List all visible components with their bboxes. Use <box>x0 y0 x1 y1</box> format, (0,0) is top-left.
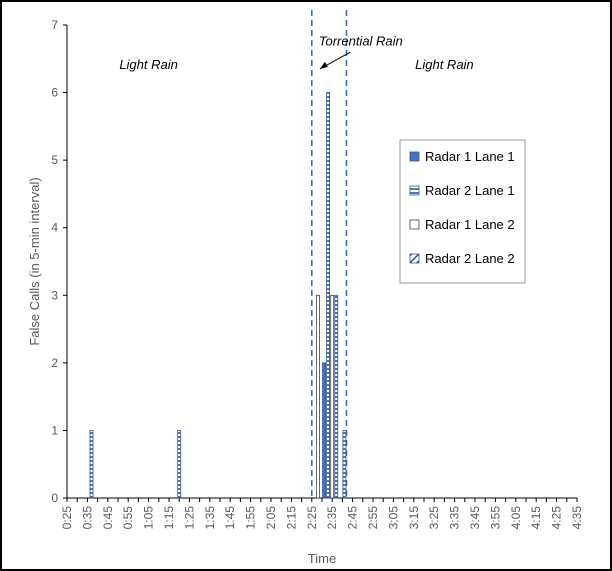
axes: 0 1 2 3 4 5 6 7 0:25 0:35 0:45 0:55 1:05 1:15 1:25 1:35… <box>27 18 584 566</box>
bar-series-2 <box>326 92 331 499</box>
x-tick-label: 4:15 <box>529 506 543 530</box>
x-tick-label: 0:55 <box>121 506 135 530</box>
y-tick-label: 1 <box>51 423 58 437</box>
x-tick-label: 2:45 <box>346 506 360 530</box>
bar-series-1 <box>322 362 326 499</box>
event-lines <box>310 10 348 498</box>
annotation-label: Light Rain <box>415 57 474 72</box>
y-tick-label: 7 <box>51 18 58 32</box>
legend-swatch <box>409 253 420 264</box>
bar-series-2 <box>342 430 347 499</box>
annotation-label: Torrential Rain <box>319 33 403 48</box>
annotations: Light Rain Torrential Rain Light Rain <box>119 33 473 72</box>
y-tick-label: 5 <box>51 153 58 167</box>
bar-series-3 <box>330 294 335 499</box>
y-tick-label: 6 <box>51 86 58 100</box>
y-tick-label: 0 <box>51 491 58 505</box>
x-tick-label: 0:25 <box>60 506 74 530</box>
x-tick-label: 1:05 <box>142 506 156 530</box>
x-tick-label: 4:35 <box>570 506 584 530</box>
legend-label: Radar 2 Lane 1 <box>425 183 515 198</box>
y-tick-label: 2 <box>51 356 58 370</box>
y-tick-label: 3 <box>51 288 58 302</box>
x-tick-label: 3:05 <box>386 506 400 530</box>
x-tick-label: 3:25 <box>427 506 441 530</box>
x-tick-label: 2:15 <box>284 506 298 530</box>
legend-label: Radar 2 Lane 2 <box>425 251 515 266</box>
x-tick-label: 1:15 <box>162 506 176 530</box>
legend-swatch <box>409 185 420 196</box>
legend: Radar 1 Lane 1 Radar 2 Lane 1 Radar 1 Lane… <box>399 139 526 284</box>
x-tick-label: 4:05 <box>509 506 523 530</box>
legend-label: Radar 1 Lane 1 <box>425 149 515 164</box>
bars <box>89 92 347 499</box>
x-tick-label: 2:35 <box>325 506 339 530</box>
x-tick-label: 0:35 <box>80 506 94 530</box>
x-tick-label: 3:45 <box>468 506 482 530</box>
legend-box <box>399 139 526 284</box>
x-tick-label: 1:25 <box>182 506 196 530</box>
annotation-arrowhead <box>319 61 328 69</box>
x-tick-label: 2:25 <box>305 506 319 530</box>
legend-label: Radar 1 Lane 2 <box>425 217 515 232</box>
x-tick-label: 1:55 <box>244 506 258 530</box>
y-axis-title: False Calls (in 5-min interval) <box>27 177 42 345</box>
x-tick-label: 2:55 <box>366 506 380 530</box>
annotation-label: Light Rain <box>119 57 178 72</box>
x-tick-label: 4:25 <box>550 506 564 530</box>
bar-series-3 <box>316 294 320 499</box>
bar-series-2 <box>89 430 94 499</box>
bar-series-2 <box>334 294 339 499</box>
x-axis-title: Time <box>308 551 336 566</box>
x-tick-label: 3:35 <box>448 506 462 530</box>
x-tick-label: 3:15 <box>407 506 421 530</box>
x-tick-label: 0:45 <box>101 506 115 530</box>
x-tick-label: 1:35 <box>203 506 217 530</box>
x-tick-label: 1:45 <box>223 506 237 530</box>
bar-series-2 <box>177 430 182 499</box>
y-tick-label: 4 <box>51 221 58 235</box>
legend-swatch <box>409 219 420 230</box>
x-tick-label: 3:55 <box>488 506 502 530</box>
legend-swatch <box>409 151 420 162</box>
x-tick-label: 2:05 <box>264 506 278 530</box>
